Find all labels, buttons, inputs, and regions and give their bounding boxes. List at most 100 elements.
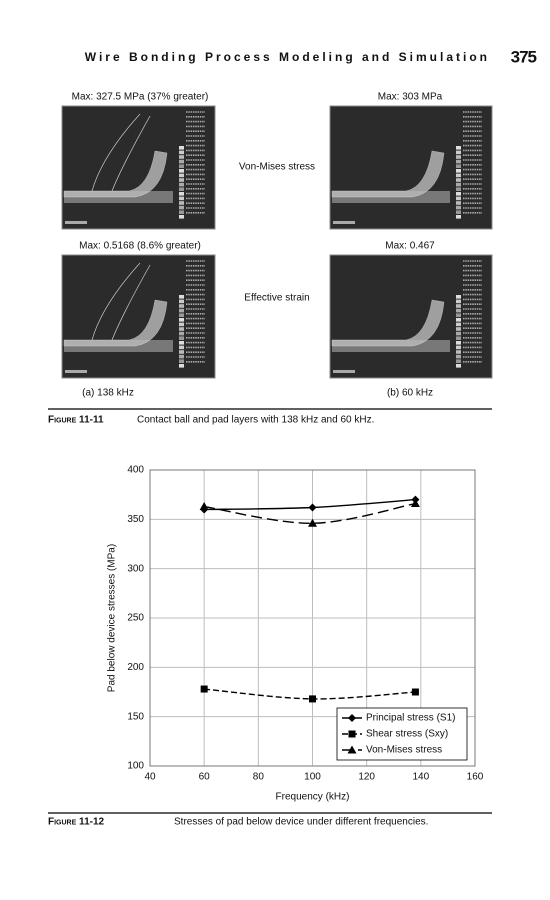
fea-legend-swatch	[179, 341, 184, 345]
fea-legend-swatch	[179, 364, 184, 368]
fea-legend-swatch	[179, 304, 184, 308]
column-label: (a) 138 kHz	[82, 388, 134, 399]
fea-legend-swatch	[179, 169, 184, 173]
fea-legend-swatch	[179, 327, 184, 331]
fea-legend-swatch	[179, 331, 184, 336]
fea-legend-swatch	[179, 150, 184, 155]
fea-legend-swatch	[179, 299, 184, 304]
fea-legend-swatch	[179, 146, 184, 150]
fea-legend-swatch	[179, 345, 184, 350]
fea-legend-swatch	[179, 295, 184, 299]
marker	[410, 499, 420, 508]
marker	[348, 730, 356, 738]
fea-legend-swatch	[456, 187, 461, 191]
y-tick-label: 400	[127, 465, 144, 476]
panel-label: Max: 327.5 MPa (37% greater)	[72, 92, 209, 103]
fea-image	[329, 105, 493, 230]
fea-legend-swatch	[456, 359, 461, 363]
fea-legend-swatch	[456, 164, 461, 168]
fea-ball	[63, 150, 168, 198]
page-number: 375	[511, 47, 537, 66]
fea-legend-swatch	[456, 201, 461, 205]
fea-legend-swatch	[456, 295, 461, 299]
fea-footer	[333, 221, 355, 224]
fea-legend-swatch	[456, 210, 461, 214]
marker	[347, 745, 357, 754]
caption-text: Contact ball and pad layers with 138 kHz…	[137, 415, 374, 426]
fea-legend-swatch	[456, 341, 461, 345]
fea-image	[61, 254, 216, 379]
fea-legend-swatch	[456, 318, 461, 322]
fea-ball	[331, 299, 445, 347]
fea-legend-swatch	[456, 364, 461, 368]
fea-legend-swatch	[456, 159, 461, 164]
fea-legend-swatch	[179, 359, 184, 363]
legend-label: Von-Mises stress	[366, 745, 442, 756]
y-tick-label: 300	[127, 563, 144, 574]
fea-legend-swatch	[179, 192, 184, 196]
fea-legend-swatch	[179, 354, 184, 359]
fea-legend-swatch	[456, 150, 461, 155]
marker	[199, 502, 209, 511]
panel-label: Max: 303 MPa	[378, 92, 443, 103]
fea-legend-swatch	[456, 196, 461, 201]
fea-legend-swatch	[456, 178, 461, 182]
marker	[200, 685, 208, 693]
fea-legend-swatch	[456, 336, 461, 340]
fea-legend-swatch	[179, 196, 184, 201]
caption-text: Stresses of pad below device under diffe…	[174, 817, 428, 828]
fea-legend-swatch	[456, 215, 461, 219]
x-tick-label: 140	[412, 772, 429, 783]
fea-legend-swatch	[456, 146, 461, 150]
fea-legend-swatch	[456, 173, 461, 178]
fea-legend-swatch	[179, 308, 184, 313]
legend-box	[336, 707, 468, 761]
fea-footer	[333, 370, 355, 373]
series-line	[204, 502, 416, 524]
fea-legend-swatch	[456, 350, 461, 354]
fea-legend-swatch	[179, 182, 184, 187]
fea-legend-swatch	[456, 345, 461, 350]
fea-legend-swatch	[179, 187, 184, 191]
plot-frame	[149, 469, 476, 767]
x-tick-label: 160	[467, 772, 484, 783]
fea-legend-swatch	[456, 313, 461, 317]
fea-background	[61, 105, 216, 230]
row-label: Effective strain	[244, 293, 309, 304]
running-header: Wire Bonding Process Modeling and Simula…	[85, 50, 490, 64]
fea-background	[329, 105, 493, 230]
fea-wire	[91, 113, 141, 192]
fea-legend-swatch	[179, 164, 184, 168]
marker	[309, 695, 316, 703]
fea-legend-swatch	[456, 354, 461, 359]
chart: 100 150 200 250 300 350 400 40 60 80 100 120 140 160 F…	[107, 465, 484, 803]
fea-legend-swatch	[456, 205, 461, 210]
x-tick-label: 60	[199, 772, 211, 783]
fea-legend-swatch	[456, 327, 461, 331]
caption-number: Figure 11-12	[48, 817, 105, 828]
y-tick-label: 250	[127, 613, 144, 624]
x-tick-label: 80	[253, 772, 265, 783]
fea-legend-swatch	[456, 308, 461, 313]
fea-legend-swatch	[456, 155, 461, 159]
panel-label: Max: 0.467	[385, 241, 435, 252]
legend-label: Principal stress (S1)	[366, 713, 455, 724]
fea-image	[329, 254, 493, 379]
fea-background	[61, 254, 216, 379]
marker	[411, 688, 419, 696]
marker	[308, 503, 317, 512]
marker	[308, 518, 317, 527]
legend-label: Shear stress (Sxy)	[366, 729, 448, 740]
row-label: Von-Mises stress	[239, 162, 315, 173]
fea-legend-swatch	[179, 322, 184, 327]
x-axis-title: Frequency (kHz)	[276, 792, 350, 803]
fea-legend-swatch	[179, 318, 184, 322]
fea-wire	[91, 262, 141, 341]
fea-legend-swatch	[179, 178, 184, 182]
y-tick-label: 100	[127, 761, 144, 772]
x-tick-label: 120	[358, 772, 375, 783]
fea-legend-swatch	[456, 322, 461, 327]
y-tick-label: 150	[127, 711, 144, 722]
fea-legend-swatch	[456, 304, 461, 308]
fea-legend-swatch	[456, 331, 461, 336]
